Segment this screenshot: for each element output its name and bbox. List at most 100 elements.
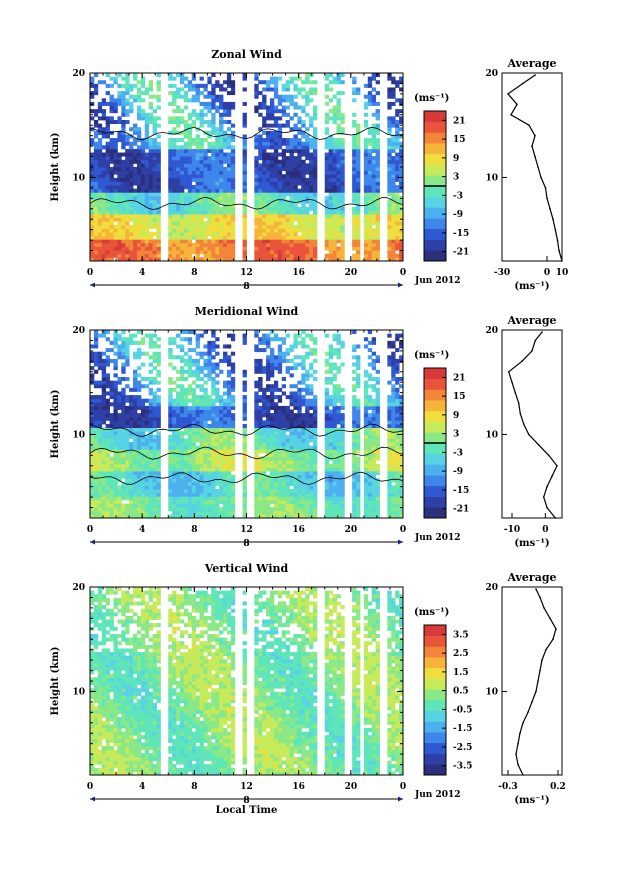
heatmap-cell: [168, 492, 173, 497]
heatmap-cell: [367, 138, 373, 143]
heatmap-cell: [211, 188, 216, 193]
heatmap-cell: [258, 510, 263, 515]
heatmap-cell: [125, 192, 130, 197]
heatmap-cell: [285, 438, 290, 443]
heatmap-cell: [121, 94, 126, 99]
heatmap-cell: [133, 242, 138, 247]
heatmap-cell: [289, 434, 294, 439]
heatmap-cell: [219, 130, 224, 135]
heatmap-cell: [313, 210, 318, 215]
heatmap-cell: [258, 507, 263, 512]
heatmap-cell: [140, 489, 146, 494]
heatmap-cell: [148, 199, 153, 204]
heatmap-cell: [324, 181, 330, 186]
heatmap-cell: [113, 398, 118, 403]
heatmap-cell: [340, 73, 345, 78]
heatmap-cell: [117, 224, 122, 229]
heatmap-cell: [136, 134, 142, 139]
heatmap-cell: [105, 449, 110, 454]
heatmap-cell: [281, 384, 287, 389]
heatmap-cell: [262, 163, 267, 168]
heatmap-cell: [97, 449, 103, 454]
heatmap-cell: [156, 242, 161, 247]
heatmap-cell: [375, 73, 380, 78]
heatmap-cell: [313, 116, 318, 121]
heatmap-cell: [117, 250, 122, 255]
heatmap-cell: [168, 192, 173, 197]
heatmap-cell: [226, 424, 232, 429]
heatmap-cell: [195, 445, 200, 450]
heatmap-cell: [219, 445, 224, 450]
heatmap-cell: [183, 170, 189, 175]
heatmap-cell: [168, 405, 173, 410]
heatmap-cell: [199, 456, 204, 461]
heatmap-cell: [97, 424, 103, 429]
heatmap-cell: [203, 330, 208, 335]
heatmap-cell: [226, 409, 232, 414]
heatmap-cell: [293, 474, 298, 479]
heatmap-cell: [399, 235, 404, 240]
heatmap-cell: [273, 242, 279, 247]
heatmap-cell: [156, 358, 161, 363]
heatmap-cell: [133, 152, 138, 157]
heatmap-cell: [277, 242, 283, 247]
heatmap-cell: [105, 221, 110, 226]
heatmap-cell: [148, 239, 153, 244]
heatmap-cell: [176, 384, 181, 389]
heatmap-cell: [223, 478, 228, 483]
heatmap-cell: [215, 474, 220, 479]
heatmap-cell: [340, 206, 345, 211]
heatmap-cell: [144, 91, 150, 96]
heatmap-cell: [285, 235, 290, 240]
heatmap-cell: [117, 420, 122, 425]
heatmap-cell: [219, 170, 224, 175]
heatmap-cell: [215, 145, 220, 150]
heatmap-cell: [195, 148, 200, 153]
heatmap-cell: [336, 101, 341, 106]
heatmap-cell: [156, 185, 161, 190]
heatmap-cell: [332, 195, 337, 200]
heatmap-cell: [289, 170, 294, 175]
heatmap-cell: [277, 185, 283, 190]
heatmap-cell: [199, 467, 204, 472]
heatmap-cell: [101, 471, 107, 476]
heatmap-cell: [93, 499, 99, 504]
heatmap-cell: [281, 445, 287, 450]
heatmap-cell: [203, 431, 208, 436]
heatmap-cell: [136, 351, 142, 356]
heatmap-cell: [273, 409, 279, 414]
heatmap-cell: [223, 427, 228, 432]
heatmap-cell: [195, 481, 200, 486]
heatmap-cell: [90, 420, 95, 425]
heatmap-cell: [395, 112, 400, 117]
heatmap-cell: [152, 503, 157, 508]
heatmap-cell: [313, 138, 318, 143]
heatmap-cell: [223, 174, 228, 179]
heatmap-cell: [90, 416, 95, 421]
heatmap-cell: [293, 239, 298, 244]
heatmap-cell: [301, 239, 306, 244]
heatmap-cell: [277, 101, 283, 106]
heatmap-cell: [281, 337, 287, 342]
heatmap-cell: [305, 163, 310, 168]
heatmap-cell: [281, 235, 287, 240]
heatmap-cell: [93, 460, 99, 465]
heatmap-cell: [219, 214, 224, 219]
heatmap-cell: [269, 416, 275, 421]
heatmap-cell: [226, 344, 232, 349]
heatmap-cell: [269, 116, 275, 121]
colorbar-tick-label: 9: [453, 154, 459, 164]
heatmap-cell: [140, 507, 146, 512]
heatmap-cell: [133, 217, 138, 222]
heatmap-cell: [293, 148, 298, 153]
heatmap-cell: [156, 156, 161, 161]
heatmap-cell: [199, 369, 204, 374]
heatmap-cell: [230, 80, 236, 85]
heatmap-cell: [281, 355, 287, 360]
heatmap-cell: [356, 163, 361, 168]
heatmap-cell: [183, 438, 189, 443]
heatmap-cell: [179, 398, 185, 403]
heatmap-cell: [156, 257, 161, 262]
heatmap-cell: [152, 463, 157, 468]
